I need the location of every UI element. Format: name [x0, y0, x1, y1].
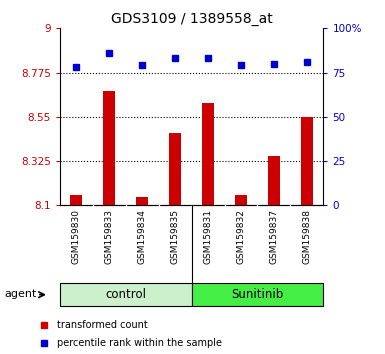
Text: GSM159832: GSM159832	[236, 209, 246, 264]
Text: transformed count: transformed count	[57, 320, 148, 330]
Bar	[202, 103, 214, 205]
Bar	[136, 198, 148, 205]
Text: percentile rank within the sample: percentile rank within the sample	[57, 338, 223, 348]
Bar	[268, 156, 280, 205]
Text: agent: agent	[5, 289, 37, 298]
Bar	[191, 283, 323, 306]
Bar	[70, 195, 82, 205]
Title: GDS3109 / 1389558_at: GDS3109 / 1389558_at	[110, 12, 273, 26]
Bar	[169, 132, 181, 205]
Text: control: control	[105, 288, 146, 301]
Text: GSM159830: GSM159830	[72, 209, 81, 264]
Text: GSM159838: GSM159838	[302, 209, 311, 264]
Text: GSM159834: GSM159834	[137, 209, 147, 264]
Text: Sunitinib: Sunitinib	[231, 288, 284, 301]
Bar	[60, 283, 191, 306]
Bar	[235, 195, 247, 205]
Bar	[301, 117, 313, 205]
Text: GSM159833: GSM159833	[105, 209, 114, 264]
Text: GSM159835: GSM159835	[171, 209, 179, 264]
Text: GSM159837: GSM159837	[270, 209, 278, 264]
Bar	[103, 91, 115, 205]
Text: GSM159831: GSM159831	[204, 209, 213, 264]
